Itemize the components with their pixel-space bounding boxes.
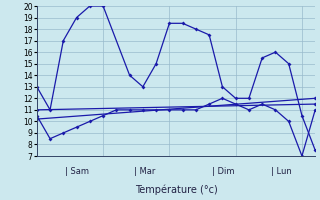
Text: | Lun: | Lun bbox=[271, 166, 292, 176]
Text: Température (°c): Température (°c) bbox=[135, 184, 217, 195]
Text: | Dim: | Dim bbox=[212, 166, 235, 176]
Text: | Mar: | Mar bbox=[134, 166, 156, 176]
Text: | Sam: | Sam bbox=[65, 166, 89, 176]
